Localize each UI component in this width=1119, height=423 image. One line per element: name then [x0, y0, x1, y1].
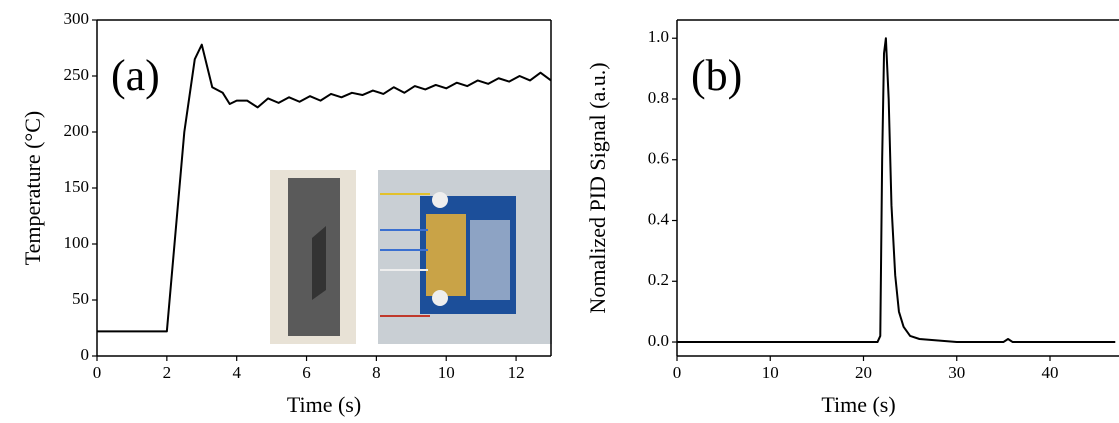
- data-line: [677, 37, 1116, 344]
- y-tick-label: 0.4: [648, 209, 670, 228]
- y-tick-label: 0.6: [648, 149, 669, 168]
- x-axis-label: Time (s): [821, 392, 895, 417]
- x-axis-label: Time (s): [287, 392, 361, 417]
- y-axis-label: Temperature (°C): [20, 111, 45, 265]
- y-tick-label: 1.0: [648, 27, 669, 46]
- x-tick-label: 30: [948, 363, 965, 382]
- bead: [432, 192, 448, 208]
- panel-label: (a): [111, 51, 160, 100]
- y-tick-label: 0.0: [648, 331, 669, 350]
- x-tick-label: 8: [372, 363, 381, 382]
- inset-photos: [270, 170, 552, 344]
- x-tick-label: 0: [673, 363, 682, 382]
- data-line: [97, 43, 552, 333]
- y-tick-label: 100: [64, 233, 90, 252]
- board-traces: [426, 214, 466, 296]
- x-tick-label: 0: [93, 363, 102, 382]
- panel-label: (b): [691, 51, 742, 100]
- y-tick-label: 250: [64, 65, 90, 84]
- chip-window: [312, 226, 326, 300]
- y-tick-label: 0: [81, 345, 90, 364]
- y-tick-label: 0.8: [648, 88, 669, 107]
- y-tick-label: 0.2: [648, 270, 669, 289]
- x-tick-label: 20: [855, 363, 872, 382]
- x-tick-label: 40: [1041, 363, 1058, 382]
- x-tick-label: 12: [508, 363, 525, 382]
- board-pads: [470, 220, 510, 300]
- y-tick-label: 200: [64, 121, 90, 140]
- y-axis-label: Nomalized PID Signal (a.u.): [585, 62, 610, 313]
- y-tick-label: 50: [72, 289, 89, 308]
- y-tick-label: 150: [64, 177, 90, 196]
- x-tick-label: 4: [232, 363, 241, 382]
- x-tick-label: 10: [438, 363, 455, 382]
- bead: [432, 290, 448, 306]
- x-tick-label: 2: [163, 363, 172, 382]
- x-tick-label: 10: [762, 363, 779, 382]
- x-tick-label: 6: [302, 363, 311, 382]
- y-tick-label: 300: [64, 9, 90, 28]
